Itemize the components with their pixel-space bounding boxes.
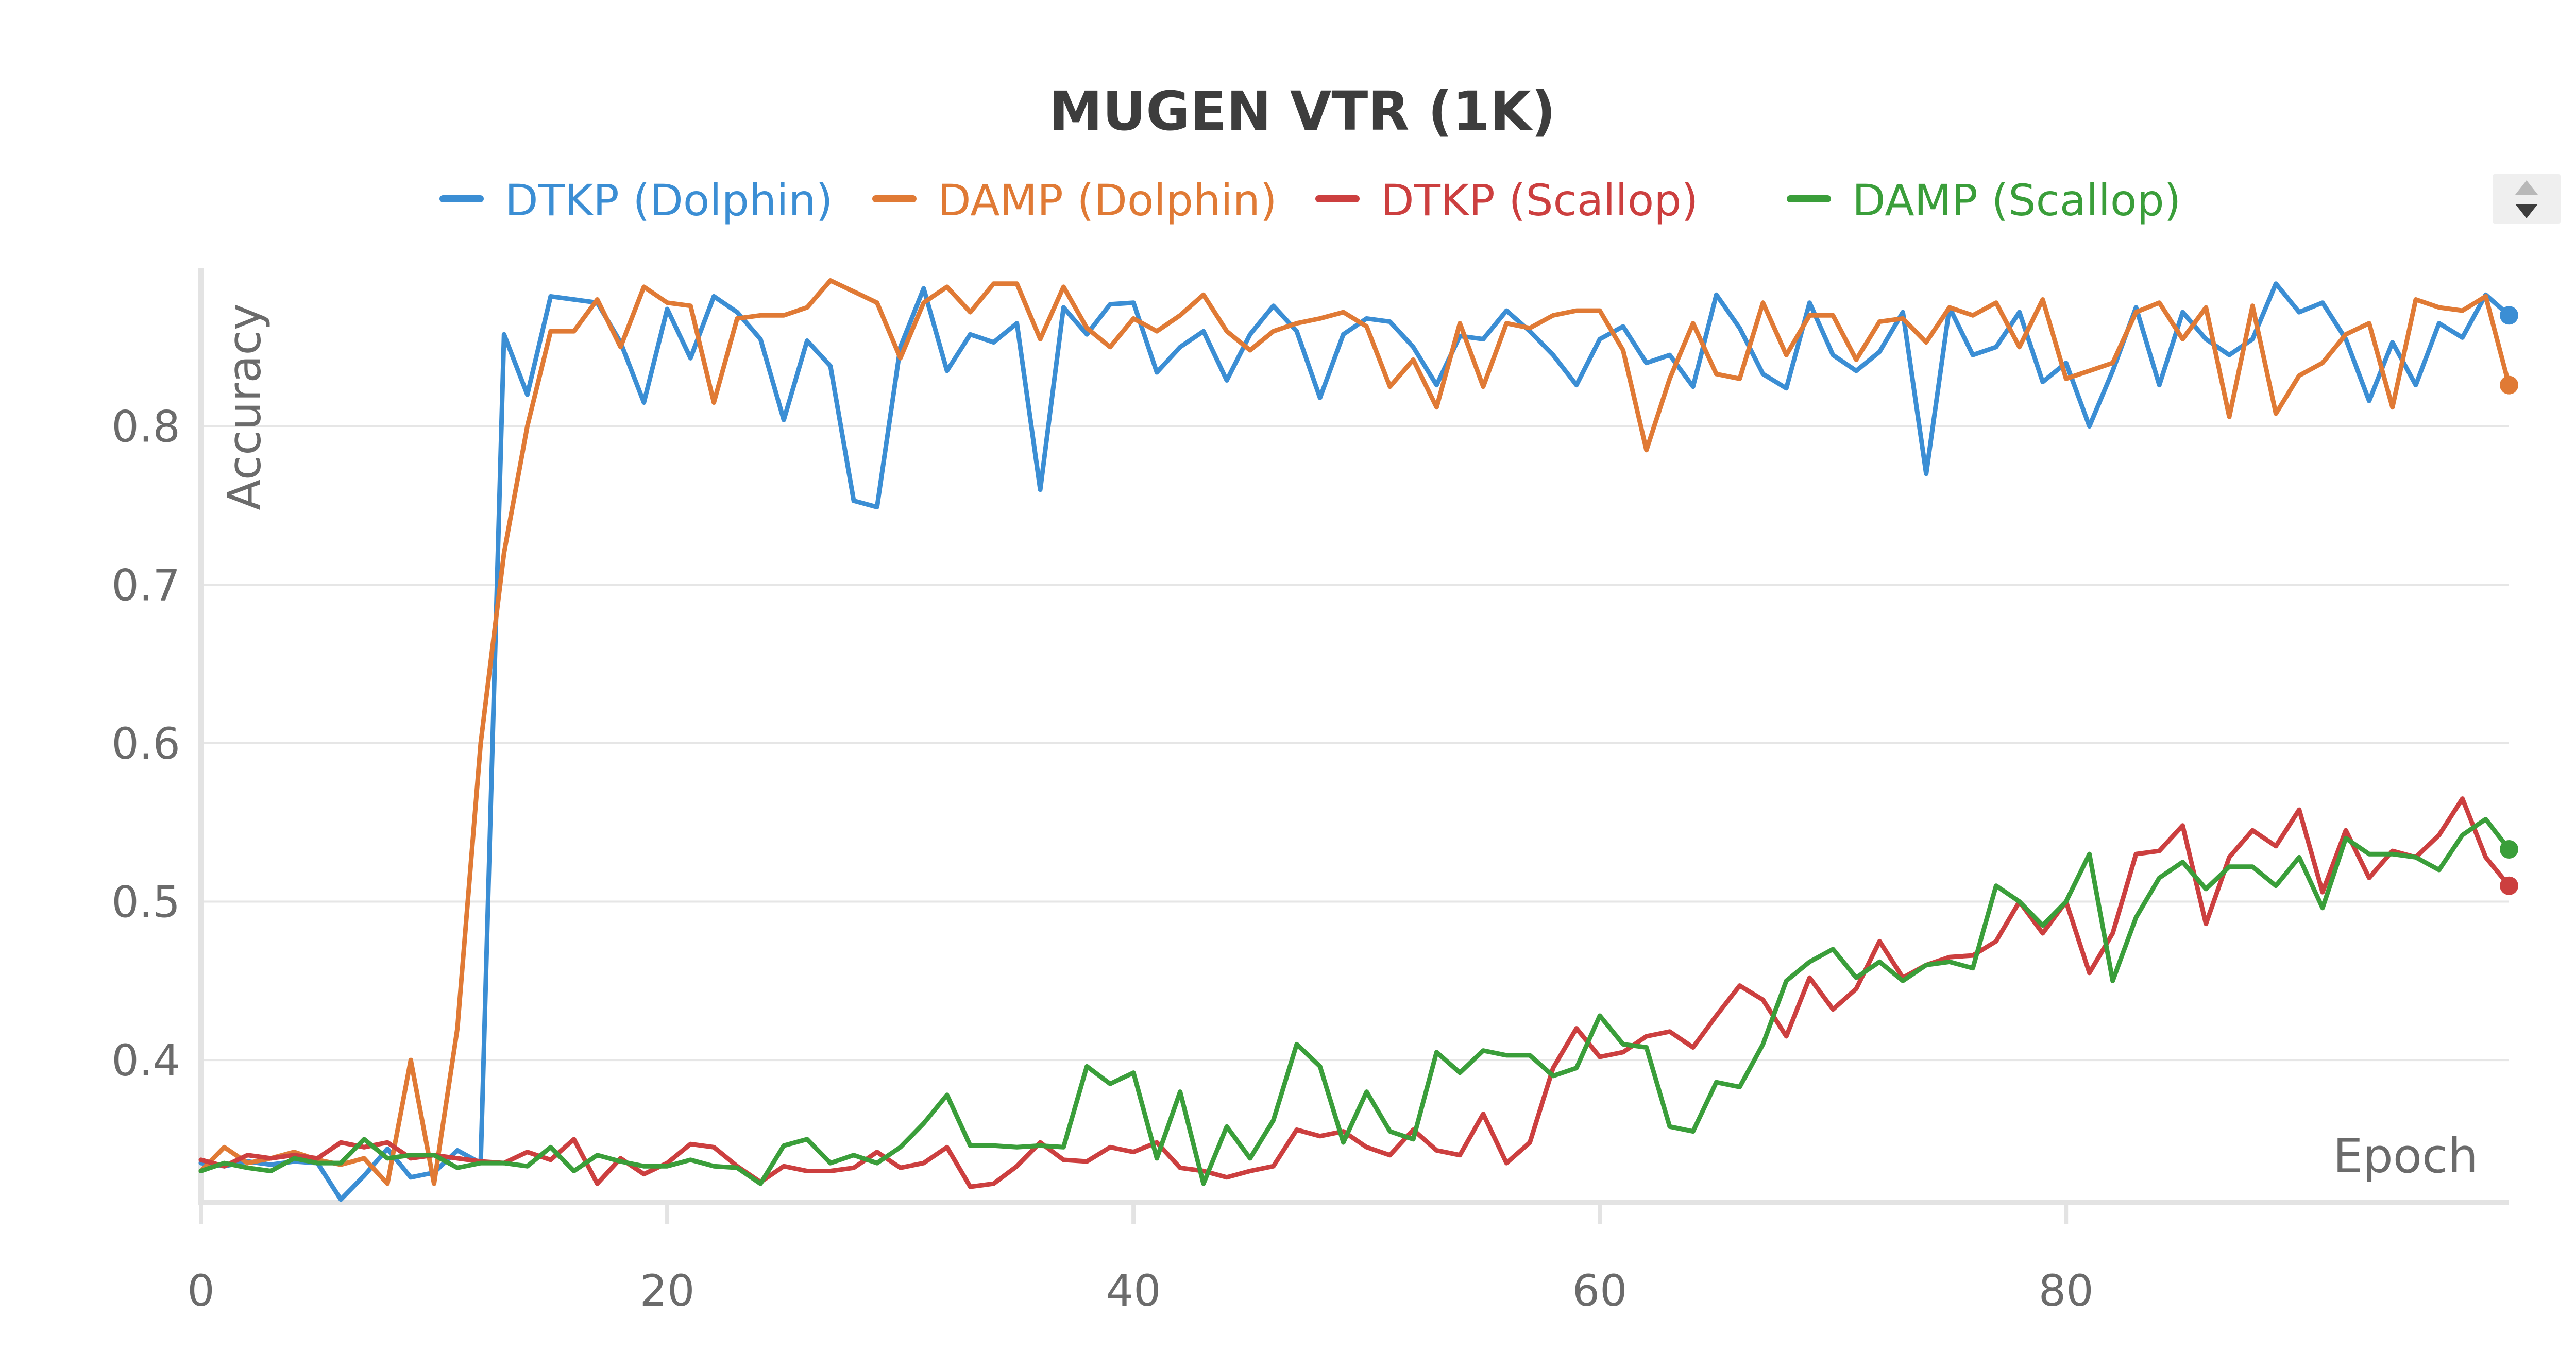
series-lines: [198, 278, 2518, 1202]
series-line-2[interactable]: [198, 796, 2512, 1189]
y-tick-label: 0.8: [111, 402, 180, 452]
x-axis-label: Epoch: [2333, 1128, 2478, 1184]
x-tick-label: 60: [1572, 1266, 1628, 1316]
series-endpoint-1[interactable]: [2500, 375, 2518, 395]
series-line-1[interactable]: [198, 278, 2512, 1186]
y-axis-label: Accuracy: [218, 303, 271, 510]
legend-scroll-background: [2493, 174, 2561, 224]
legend[interactable]: DTKP (Dolphin) DAMP (Dolphin) DTKP (Scallo…: [439, 175, 2181, 226]
x-tick-label: 20: [640, 1266, 695, 1316]
legend-label: DTKP (Dolphin): [505, 175, 833, 226]
scroll-down-icon[interactable]: [2515, 204, 2538, 218]
legend-label: DAMP (Dolphin): [938, 175, 1277, 226]
series-line-3[interactable]: [198, 817, 2512, 1186]
x-tick-label: 40: [1106, 1266, 1161, 1316]
y-tick-label: 0.7: [111, 560, 180, 610]
legend-item-2[interactable]: DTKP (Scallop): [1315, 175, 1698, 226]
series-line-0[interactable]: [198, 281, 2512, 1202]
legend-item-3[interactable]: DAMP (Scallop): [1787, 175, 2181, 226]
legend-label: DTKP (Scallop): [1381, 175, 1698, 226]
y-tick-label: 0.4: [111, 1035, 180, 1086]
scroll-up-icon[interactable]: [2515, 180, 2538, 195]
series-endpoint-2[interactable]: [2500, 876, 2518, 895]
axes: 0 20 40 60 80: [187, 268, 2509, 1316]
gridlines: 0.4 0.5 0.6 0.7 0.8: [111, 402, 2509, 1086]
y-tick-label: 0.5: [111, 877, 180, 928]
x-tick-label: 80: [2039, 1266, 2094, 1316]
legend-item-1[interactable]: DAMP (Dolphin): [872, 175, 1277, 226]
legend-item-0[interactable]: DTKP (Dolphin): [439, 175, 833, 226]
legend-label: DAMP (Scallop): [1852, 175, 2181, 226]
legend-scroll-control[interactable]: [2493, 174, 2561, 224]
series-endpoint-3[interactable]: [2500, 840, 2518, 859]
chart-title: MUGEN VTR (1K): [1049, 80, 1555, 143]
series-endpoint-0[interactable]: [2500, 306, 2518, 325]
y-tick-label: 0.6: [111, 719, 180, 769]
x-tick-label: 0: [187, 1266, 214, 1316]
